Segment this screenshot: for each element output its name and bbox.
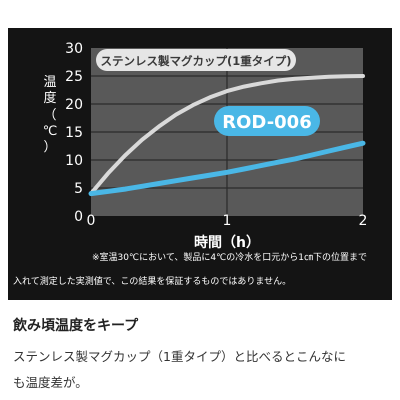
x-tick-label: 0	[87, 213, 96, 229]
y-tick-label: 15	[65, 125, 83, 141]
legend-callout-rod006: ROD-006	[214, 106, 320, 136]
y-axis-label-char: （	[43, 108, 56, 123]
y-tick-label: 10	[65, 153, 83, 169]
caption-line-1: ステンレス製マグカップ（1重タイプ）と比べるとこんなに	[13, 349, 346, 364]
y-axis-label: 温度 （℃）	[43, 75, 58, 155]
x-tick-label: 1	[223, 213, 232, 229]
legend-callout-steel-mug: ステンレス製マグカップ(1重タイプ)	[96, 49, 296, 71]
y-tick-label: 25	[65, 69, 83, 85]
series-line-steel-mug	[89, 74, 365, 196]
y-axis-ticks: 0 5 10 15 20 25 30	[65, 41, 83, 225]
y-tick-label: 5	[74, 181, 83, 197]
series-line-rod006	[88, 140, 366, 197]
x-axis-ticks: 0 1 2	[87, 213, 368, 229]
y-axis-label-char: 温	[43, 75, 56, 90]
section-heading: 飲み頃温度をキープ	[13, 318, 139, 334]
x-axis-label: 時間（h）	[194, 234, 260, 251]
y-tick-label: 0	[74, 209, 83, 225]
note-line-2: 入れて測定した実測値で、この結果を保証するものではありません。	[13, 275, 291, 287]
y-axis-label-char: ℃	[43, 124, 58, 139]
caption-line-2: も温度差が。	[13, 375, 88, 390]
steel-mug-callout-bubble	[96, 49, 296, 71]
y-tick-label: 20	[65, 97, 83, 113]
series-lines	[88, 74, 366, 197]
y-tick-label: 30	[65, 41, 83, 57]
rod006-callout-bubble	[214, 106, 320, 136]
note-line-1: ※室温30℃において、製品に4℃の冷水を口元から1㎝下の位置まで	[92, 251, 367, 263]
rod006-callout-label: ROD-006	[222, 112, 311, 133]
y-axis-label-char: 度	[43, 90, 56, 106]
y-axis-label-char: ）	[43, 140, 56, 155]
x-tick-label: 2	[359, 213, 368, 229]
steel-mug-callout-label: ステンレス製マグカップ(1重タイプ)	[100, 54, 291, 68]
